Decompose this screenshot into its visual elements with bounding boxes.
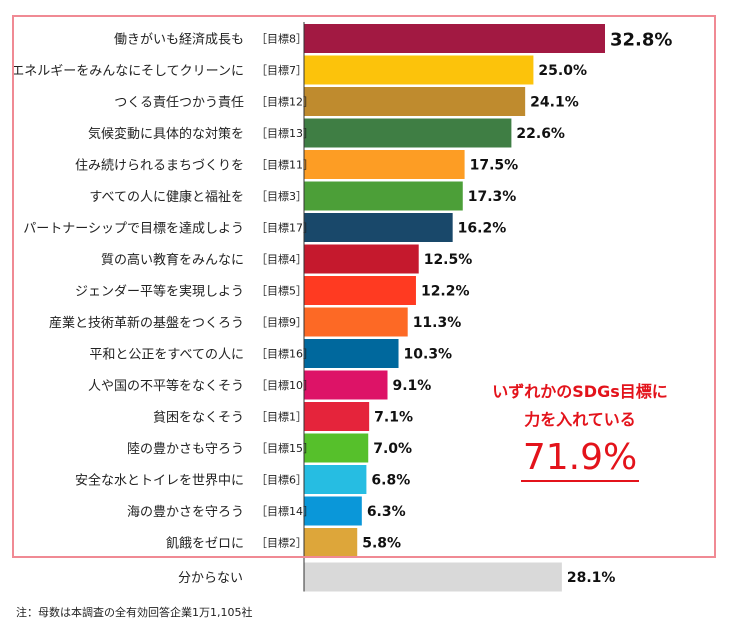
category-label: 飢餓をゼロに <box>166 537 244 552</box>
category-label: パートナーシップで目標を達成しよう <box>23 222 244 237</box>
value-label: 24.1% <box>530 95 579 111</box>
goal-label: ［目標8］ <box>256 32 307 46</box>
value-label: 16.2% <box>458 221 507 237</box>
category-label: つくる責任つかう責任 <box>114 96 244 111</box>
value-label: 5.8% <box>362 536 401 552</box>
goal-label: ［目標9］ <box>256 315 307 329</box>
category-label: 住み続けられるまちづくりを <box>75 159 244 174</box>
bar <box>304 307 408 337</box>
value-label: 11.3% <box>413 315 462 331</box>
goal-label: ［目標3］ <box>256 189 307 203</box>
callout-box: いずれかのSDGs目標に 力を入れている 71.9% <box>470 378 690 482</box>
goal-label: ［目標16］ <box>256 347 314 361</box>
value-label: 32.8% <box>610 30 672 51</box>
value-label: 17.5% <box>470 158 519 174</box>
bar <box>304 150 465 179</box>
value-label: 28.1% <box>567 570 616 586</box>
category-label: すべての人に健康と福祉を <box>89 189 244 205</box>
value-label: 22.6% <box>516 126 565 142</box>
bar <box>304 339 399 368</box>
category-label: エネルギーをみんなにそしてクリーンに <box>11 64 244 79</box>
callout-value: 71.9% <box>520 436 640 482</box>
bar <box>304 402 370 431</box>
goal-label: ［目標17］ <box>256 221 314 235</box>
bar <box>304 213 453 242</box>
bar <box>304 55 534 85</box>
value-label: 7.1% <box>374 410 413 426</box>
bar <box>304 244 419 274</box>
category-label: 気候変動に具体的な対策を <box>88 126 244 142</box>
goal-label: ［目標12］ <box>256 95 314 109</box>
bar <box>304 118 512 148</box>
goal-label: ［目標2］ <box>256 536 307 550</box>
bar <box>304 562 562 592</box>
goal-label: ［目標11］ <box>256 158 314 172</box>
category-label: 陸の豊かさも守ろう <box>127 441 244 457</box>
callout-line-2: 力を入れている <box>524 410 636 429</box>
highlight-frame <box>12 15 716 558</box>
bar <box>304 528 358 557</box>
goal-label: ［目標4］ <box>256 252 307 266</box>
goal-label: ［目標13］ <box>256 126 314 140</box>
bar <box>304 433 369 463</box>
category-label: 平和と公正をすべての人に <box>89 348 244 363</box>
bar <box>304 24 605 53</box>
value-label: 10.3% <box>404 347 453 363</box>
category-label: ジェンダー平等を実現しよう <box>75 284 244 300</box>
bar <box>304 496 362 526</box>
value-label: 12.5% <box>424 252 473 268</box>
value-label: 7.0% <box>373 441 412 457</box>
bar <box>304 181 463 211</box>
category-label: 働きがいも経済成長も <box>114 32 244 48</box>
value-label: 17.3% <box>468 189 517 205</box>
category-label: 質の高い教育をみんなに <box>101 252 244 268</box>
value-label: 25.0% <box>538 63 587 79</box>
category-label: 人や国の不平等をなくそう <box>88 378 244 394</box>
category-label: 海の豊かさを守ろう <box>127 505 244 520</box>
value-label: 6.3% <box>367 504 406 520</box>
category-label: 産業と技術革新の基盤をつくろう <box>49 315 244 331</box>
bar <box>304 370 388 400</box>
goal-label: ［目標5］ <box>256 284 307 298</box>
category-label: 分からない <box>178 571 243 586</box>
value-label: 9.1% <box>393 378 432 394</box>
callout-line-1: いずれかのSDGs目標に <box>492 382 668 401</box>
category-label: 貧困をなくそう <box>153 411 244 426</box>
bar <box>304 465 367 494</box>
bar <box>304 276 416 305</box>
goal-label: ［目標1］ <box>256 410 307 424</box>
category-label: 安全な水とトイレを世界中に <box>75 473 244 489</box>
goal-label: ［目標7］ <box>256 63 307 77</box>
value-label: 12.2% <box>421 284 470 300</box>
footnote: 注：母数は本調査の全有効回答企業1万1,105社 <box>16 606 253 619</box>
bar <box>304 87 526 116</box>
goal-label: ［目標15］ <box>256 441 314 455</box>
goal-label: ［目標10］ <box>256 378 314 392</box>
value-label: 6.8% <box>371 473 410 489</box>
goal-label: ［目標14］ <box>256 504 314 518</box>
goal-label: ［目標6］ <box>256 473 307 487</box>
